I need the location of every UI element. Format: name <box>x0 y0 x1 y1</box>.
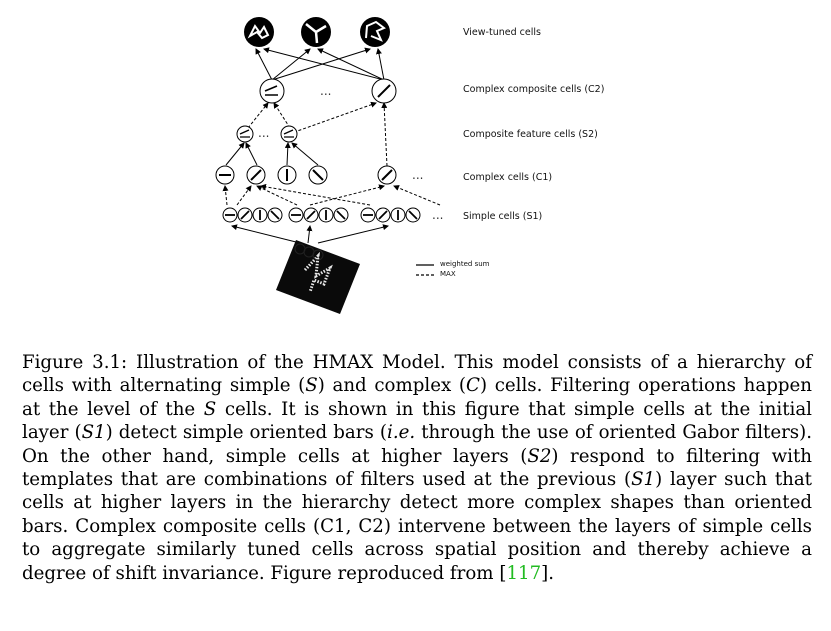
figure-caption: Figure 3.1: Illustration of the HMAX Mod… <box>22 351 812 585</box>
s1-cell <box>390 207 406 223</box>
label-s1: Simple cells (S1) <box>463 211 543 222</box>
legend-weighted-sum-label: weighted sum <box>440 260 490 268</box>
s2-cell <box>280 125 298 143</box>
s1-cell <box>237 207 253 223</box>
s1-group <box>360 207 421 223</box>
caption-math: S <box>305 375 318 397</box>
label-s2: Composite feature cells (S2) <box>463 129 598 140</box>
caption-math: S1 <box>631 469 656 491</box>
label-view-tuned: View-tuned cells <box>463 27 541 38</box>
s1-cell <box>288 207 304 223</box>
s2-cells <box>236 125 298 143</box>
caption-text: ) and complex ( <box>317 375 467 397</box>
caption-text: Illustration of the HMAX Model. This mod… <box>22 352 812 397</box>
caption-text: ) respond to filtering with templates th… <box>22 445 813 491</box>
legend <box>416 264 434 276</box>
connections-weighted-sum <box>225 142 389 244</box>
c2-cells <box>259 78 397 104</box>
citation-link[interactable]: 117 <box>506 562 542 584</box>
caption-label: Figure 3.1: <box>22 352 128 373</box>
s1-cell <box>222 207 238 223</box>
caption-text: ]. <box>541 562 555 584</box>
label-c2: Complex composite cells (C2) <box>463 84 605 95</box>
view-tuned-cell <box>360 17 390 47</box>
s1-cell <box>303 207 319 223</box>
c2-cell <box>259 78 285 104</box>
c2-cell <box>371 78 397 104</box>
ellipsis-s2: ... <box>258 126 269 140</box>
connections-max <box>222 101 441 206</box>
s1-group <box>222 207 283 223</box>
caption-math: S2 <box>527 445 552 467</box>
c1-cell <box>308 165 328 185</box>
caption-text: ) detect simple oriented bars ( <box>105 422 387 444</box>
caption-math: S <box>203 398 217 420</box>
view-tuned-cell <box>301 17 331 47</box>
s1-cell <box>375 207 391 223</box>
c1-cell <box>215 165 235 185</box>
caption-text: ) cells. Filtering operations happen at … <box>22 375 812 420</box>
s1-cell <box>333 207 349 223</box>
hmax-diagram: ... ... ... ... <box>215 17 443 314</box>
input-image <box>276 240 360 314</box>
ellipsis-c1: ... <box>412 168 423 182</box>
caption-text: cells. It is shown in this figure that s… <box>22 398 812 444</box>
caption-text: ) layer such that cells at higher layers… <box>22 469 812 584</box>
s1-cell <box>405 207 421 223</box>
view-tuned-cells <box>244 17 390 47</box>
caption-math: C <box>466 375 480 397</box>
view-tuned-cell <box>244 17 274 47</box>
ellipsis-c2: ... <box>320 84 331 98</box>
legend-max-label: MAX <box>440 270 456 278</box>
c1-cells <box>215 165 397 185</box>
ellipsis-s1: ... <box>432 208 443 222</box>
s1-cell <box>252 207 268 223</box>
caption-text: through the use of oriented Gabor filter… <box>22 422 813 467</box>
s1-cells <box>222 207 421 223</box>
s1-cell <box>267 207 283 223</box>
connections-view-tuned <box>255 47 385 81</box>
caption-math: i.e. <box>387 422 416 444</box>
c1-cell <box>246 165 266 185</box>
c1-cell <box>277 165 297 185</box>
caption-math: S1 <box>81 422 106 444</box>
s1-cell <box>318 207 334 223</box>
s1-cell <box>360 207 376 223</box>
c1-cell <box>377 165 397 185</box>
label-c1: Complex cells (C1) <box>463 172 553 183</box>
s1-group <box>288 207 349 223</box>
s2-cell <box>236 125 254 143</box>
